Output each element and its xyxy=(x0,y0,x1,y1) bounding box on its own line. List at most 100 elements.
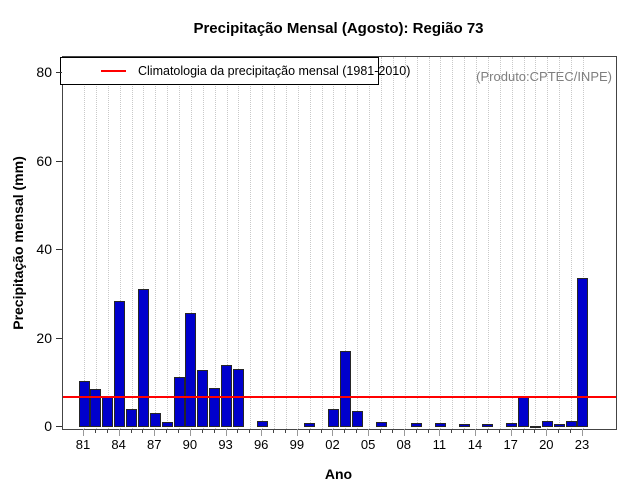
x-axis-label: Ano xyxy=(324,466,353,482)
x-tick-minor xyxy=(534,429,536,433)
bar-2002 xyxy=(327,409,339,427)
x-tick-major xyxy=(475,429,477,436)
x-tick-minor xyxy=(308,429,310,433)
year-gridline xyxy=(143,57,145,429)
x-tick-label: 93 xyxy=(218,437,233,452)
x-tick-minor xyxy=(415,429,417,433)
y-tick-label: 0 xyxy=(44,418,52,434)
x-tick-label: 90 xyxy=(182,437,198,452)
bar-2000 xyxy=(304,423,316,427)
year-gridline xyxy=(428,57,430,429)
bar-1981 xyxy=(78,381,90,427)
year-gridline xyxy=(369,57,371,429)
x-tick-major xyxy=(368,429,370,436)
year-gridline xyxy=(190,57,192,429)
year-gridline xyxy=(535,57,537,429)
x-tick-minor xyxy=(106,429,108,433)
year-gridline xyxy=(559,57,561,429)
bar-2020 xyxy=(541,421,553,427)
bar-2018 xyxy=(518,397,530,427)
y-tick xyxy=(56,249,62,251)
year-gridline xyxy=(167,57,169,429)
year-gridline xyxy=(571,57,573,429)
x-tick-minor xyxy=(249,429,251,433)
x-tick-major xyxy=(546,429,548,436)
x-tick-major xyxy=(261,429,263,436)
x-tick-minor xyxy=(284,429,286,433)
year-gridline xyxy=(452,57,454,429)
x-tick-minor xyxy=(486,429,488,433)
bar-2017 xyxy=(506,423,518,427)
x-tick-minor xyxy=(94,429,96,433)
legend-box: Climatologia da precipitação mensal (198… xyxy=(60,57,410,85)
bar-1994 xyxy=(232,369,244,427)
x-tick-minor xyxy=(178,429,180,433)
y-tick-label: 60 xyxy=(36,152,52,169)
x-tick-minor xyxy=(522,429,524,433)
x-tick-label: 87 xyxy=(147,437,162,452)
x-tick-label: 81 xyxy=(75,437,91,452)
legend-label: Climatologia da precipitação mensal (198… xyxy=(138,64,411,78)
year-gridline xyxy=(464,57,466,429)
x-tick-minor xyxy=(498,429,500,433)
x-tick-minor xyxy=(427,429,429,433)
year-gridline xyxy=(226,57,228,429)
x-tick-label: 14 xyxy=(467,437,483,452)
x-tick-major xyxy=(225,429,227,436)
bar-2004 xyxy=(351,411,363,427)
year-gridline xyxy=(333,57,335,429)
x-tick-major xyxy=(154,429,156,436)
x-tick-major xyxy=(581,429,583,436)
year-gridline xyxy=(131,57,133,429)
bar-2023 xyxy=(577,278,589,427)
year-gridline xyxy=(523,57,525,429)
x-tick-minor xyxy=(213,429,215,433)
bar-1989 xyxy=(173,377,185,427)
x-tick-minor xyxy=(380,429,381,433)
bar-2019 xyxy=(529,426,541,428)
x-tick-minor xyxy=(391,429,393,433)
year-gridline xyxy=(547,57,549,429)
x-tick-minor xyxy=(273,429,275,433)
x-tick-minor xyxy=(237,429,239,433)
x-tick-minor xyxy=(130,429,132,433)
x-tick-label: 05 xyxy=(360,437,376,452)
bar-2013 xyxy=(458,424,470,427)
x-tick-minor xyxy=(344,429,346,433)
year-gridline xyxy=(416,57,418,429)
bar-2011 xyxy=(434,423,446,427)
x-tick-label: 96 xyxy=(253,437,269,452)
year-gridline xyxy=(345,57,347,429)
year-gridline xyxy=(381,57,382,429)
year-gridline xyxy=(404,57,406,429)
climatology-line xyxy=(63,395,616,398)
x-tick-minor xyxy=(570,429,572,433)
bar-1985 xyxy=(126,409,138,427)
year-gridline xyxy=(309,57,311,429)
y-tick xyxy=(56,72,62,74)
year-gridline xyxy=(202,57,204,429)
bar-2022 xyxy=(565,421,577,427)
bar-1988 xyxy=(161,422,173,427)
bar-1982 xyxy=(90,389,102,427)
x-tick-major xyxy=(296,429,298,436)
y-tick-label: 40 xyxy=(36,241,52,258)
bar-1991 xyxy=(197,370,209,427)
x-tick-label: 02 xyxy=(325,437,340,452)
year-gridline xyxy=(582,57,584,429)
bar-2015 xyxy=(482,424,494,427)
bar-2003 xyxy=(339,351,351,427)
x-tick-minor xyxy=(166,429,168,433)
x-tick-major xyxy=(83,429,84,436)
x-tick-minor xyxy=(451,429,453,433)
y-tick-label: 20 xyxy=(36,329,52,346)
year-gridline xyxy=(440,57,442,429)
x-tick-label: 23 xyxy=(574,437,590,452)
year-gridline xyxy=(238,57,240,429)
x-tick-minor xyxy=(201,429,203,433)
bar-1990 xyxy=(185,313,197,427)
year-gridline xyxy=(357,57,359,429)
y-tick-label: 80 xyxy=(36,64,52,81)
bar-2009 xyxy=(411,423,423,427)
